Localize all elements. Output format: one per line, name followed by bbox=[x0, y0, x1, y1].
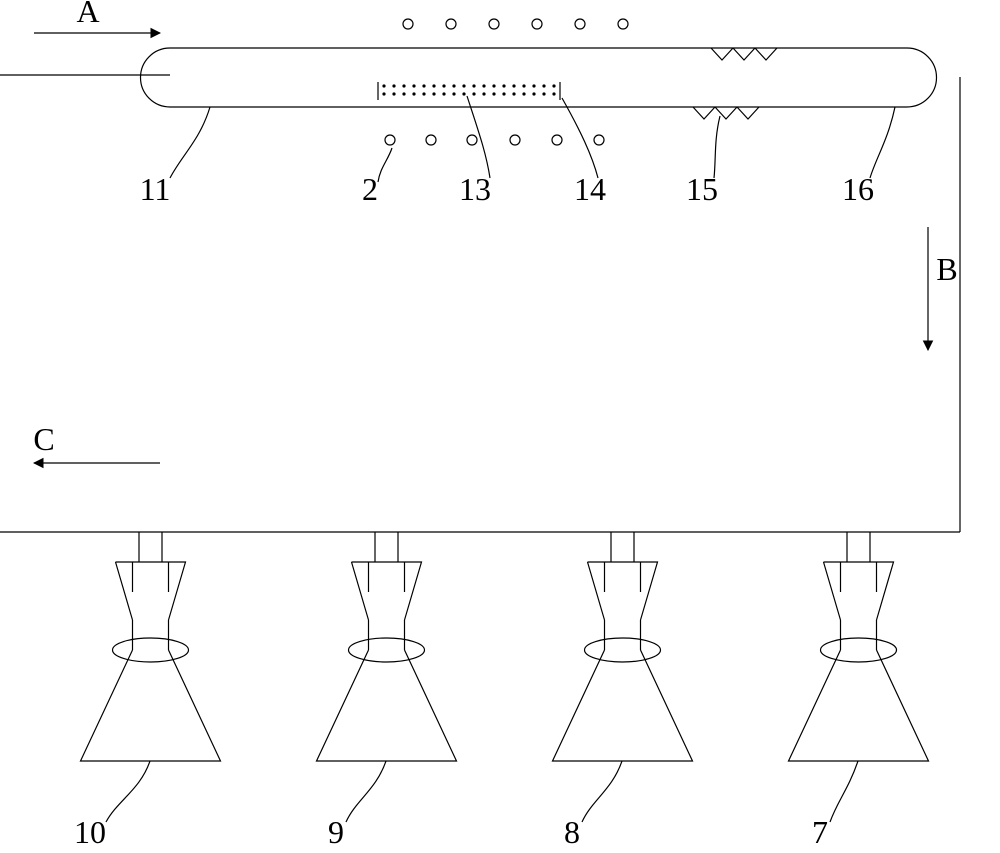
bottom-circle-2 bbox=[467, 135, 477, 145]
matrix-dot bbox=[522, 92, 525, 95]
callout-label-15: 15 bbox=[686, 171, 718, 207]
chevron-bot-0 bbox=[693, 107, 715, 119]
callout-leader-16 bbox=[870, 107, 895, 178]
bottom-circle-0 bbox=[385, 135, 395, 145]
chevron-top-1 bbox=[733, 48, 755, 60]
matrix-dot bbox=[482, 92, 485, 95]
matrix-dot bbox=[412, 92, 415, 95]
chevron-bot-2 bbox=[737, 107, 759, 119]
matrix-dot bbox=[402, 92, 405, 95]
matrix-dot bbox=[502, 92, 505, 95]
bottom-circle-3 bbox=[510, 135, 520, 145]
callout-label-2: 2 bbox=[362, 171, 378, 207]
top-circle-4 bbox=[575, 19, 585, 29]
chevron-top-0 bbox=[711, 48, 733, 60]
top-circle-2 bbox=[489, 19, 499, 29]
matrix-dot bbox=[502, 84, 505, 87]
callout-leader-2 bbox=[378, 148, 392, 182]
flow-label-B: B bbox=[936, 251, 957, 287]
callout-label-11: 11 bbox=[140, 171, 171, 207]
matrix-dot bbox=[412, 84, 415, 87]
matrix-dot bbox=[422, 92, 425, 95]
matrix-dot bbox=[542, 84, 545, 87]
matrix-dot bbox=[462, 84, 465, 87]
callout-label-10: 10 bbox=[74, 814, 106, 850]
bottom-circle-5 bbox=[594, 135, 604, 145]
top-circle-3 bbox=[532, 19, 542, 29]
callout-leader-7 bbox=[830, 761, 858, 822]
matrix-dot bbox=[402, 84, 405, 87]
flow-label-A: A bbox=[76, 0, 99, 29]
matrix-dot bbox=[392, 92, 395, 95]
callout-leader-14 bbox=[562, 98, 598, 178]
callout-leader-15 bbox=[714, 116, 720, 178]
diagram-canvas: A B C 11 2 13 14 15 16 10 9 8 7 bbox=[0, 0, 1000, 853]
matrix-dot bbox=[492, 84, 495, 87]
chevron-bot-1 bbox=[715, 107, 737, 119]
callout-leader-10 bbox=[106, 761, 150, 822]
bottom-circle-4 bbox=[552, 135, 562, 145]
matrix-dot bbox=[432, 84, 435, 87]
matrix-dot bbox=[382, 84, 385, 87]
matrix-dot bbox=[472, 92, 475, 95]
callout-leader-13 bbox=[467, 96, 490, 178]
matrix-dot bbox=[452, 92, 455, 95]
matrix-dot bbox=[392, 84, 395, 87]
matrix-dot bbox=[422, 84, 425, 87]
callout-label-9: 9 bbox=[328, 814, 344, 850]
callout-label-8: 8 bbox=[564, 814, 580, 850]
matrix-dot bbox=[492, 92, 495, 95]
callout-label-14: 14 bbox=[574, 171, 606, 207]
top-circle-0 bbox=[403, 19, 413, 29]
callout-label-7: 7 bbox=[812, 814, 828, 850]
chevron-top-2 bbox=[755, 48, 777, 60]
matrix-dot bbox=[482, 84, 485, 87]
matrix-dot bbox=[542, 92, 545, 95]
matrix-dot bbox=[532, 84, 535, 87]
separator-lens-1 bbox=[585, 638, 661, 662]
matrix-dot bbox=[442, 84, 445, 87]
callout-label-16: 16 bbox=[842, 171, 874, 207]
callout-leader-8 bbox=[582, 761, 622, 822]
bottom-circle-1 bbox=[426, 135, 436, 145]
separator-lens-0 bbox=[821, 638, 897, 662]
separator-lens-2 bbox=[349, 638, 425, 662]
callout-leader-11 bbox=[170, 107, 210, 178]
callout-label-13: 13 bbox=[459, 171, 491, 207]
matrix-dot bbox=[452, 84, 455, 87]
top-circle-5 bbox=[618, 19, 628, 29]
matrix-dot bbox=[462, 92, 465, 95]
callout-leader-9 bbox=[346, 761, 386, 822]
vessel-body bbox=[141, 48, 937, 107]
matrix-dot bbox=[512, 84, 515, 87]
matrix-dot bbox=[522, 84, 525, 87]
matrix-dot bbox=[382, 92, 385, 95]
matrix-dot bbox=[432, 92, 435, 95]
matrix-dot bbox=[472, 84, 475, 87]
flow-label-C: C bbox=[33, 421, 54, 457]
matrix-dot bbox=[512, 92, 515, 95]
matrix-dot bbox=[532, 92, 535, 95]
separator-lens-3 bbox=[113, 638, 189, 662]
matrix-dot bbox=[442, 92, 445, 95]
matrix-dot bbox=[552, 92, 555, 95]
matrix-dot bbox=[552, 84, 555, 87]
top-circle-1 bbox=[446, 19, 456, 29]
